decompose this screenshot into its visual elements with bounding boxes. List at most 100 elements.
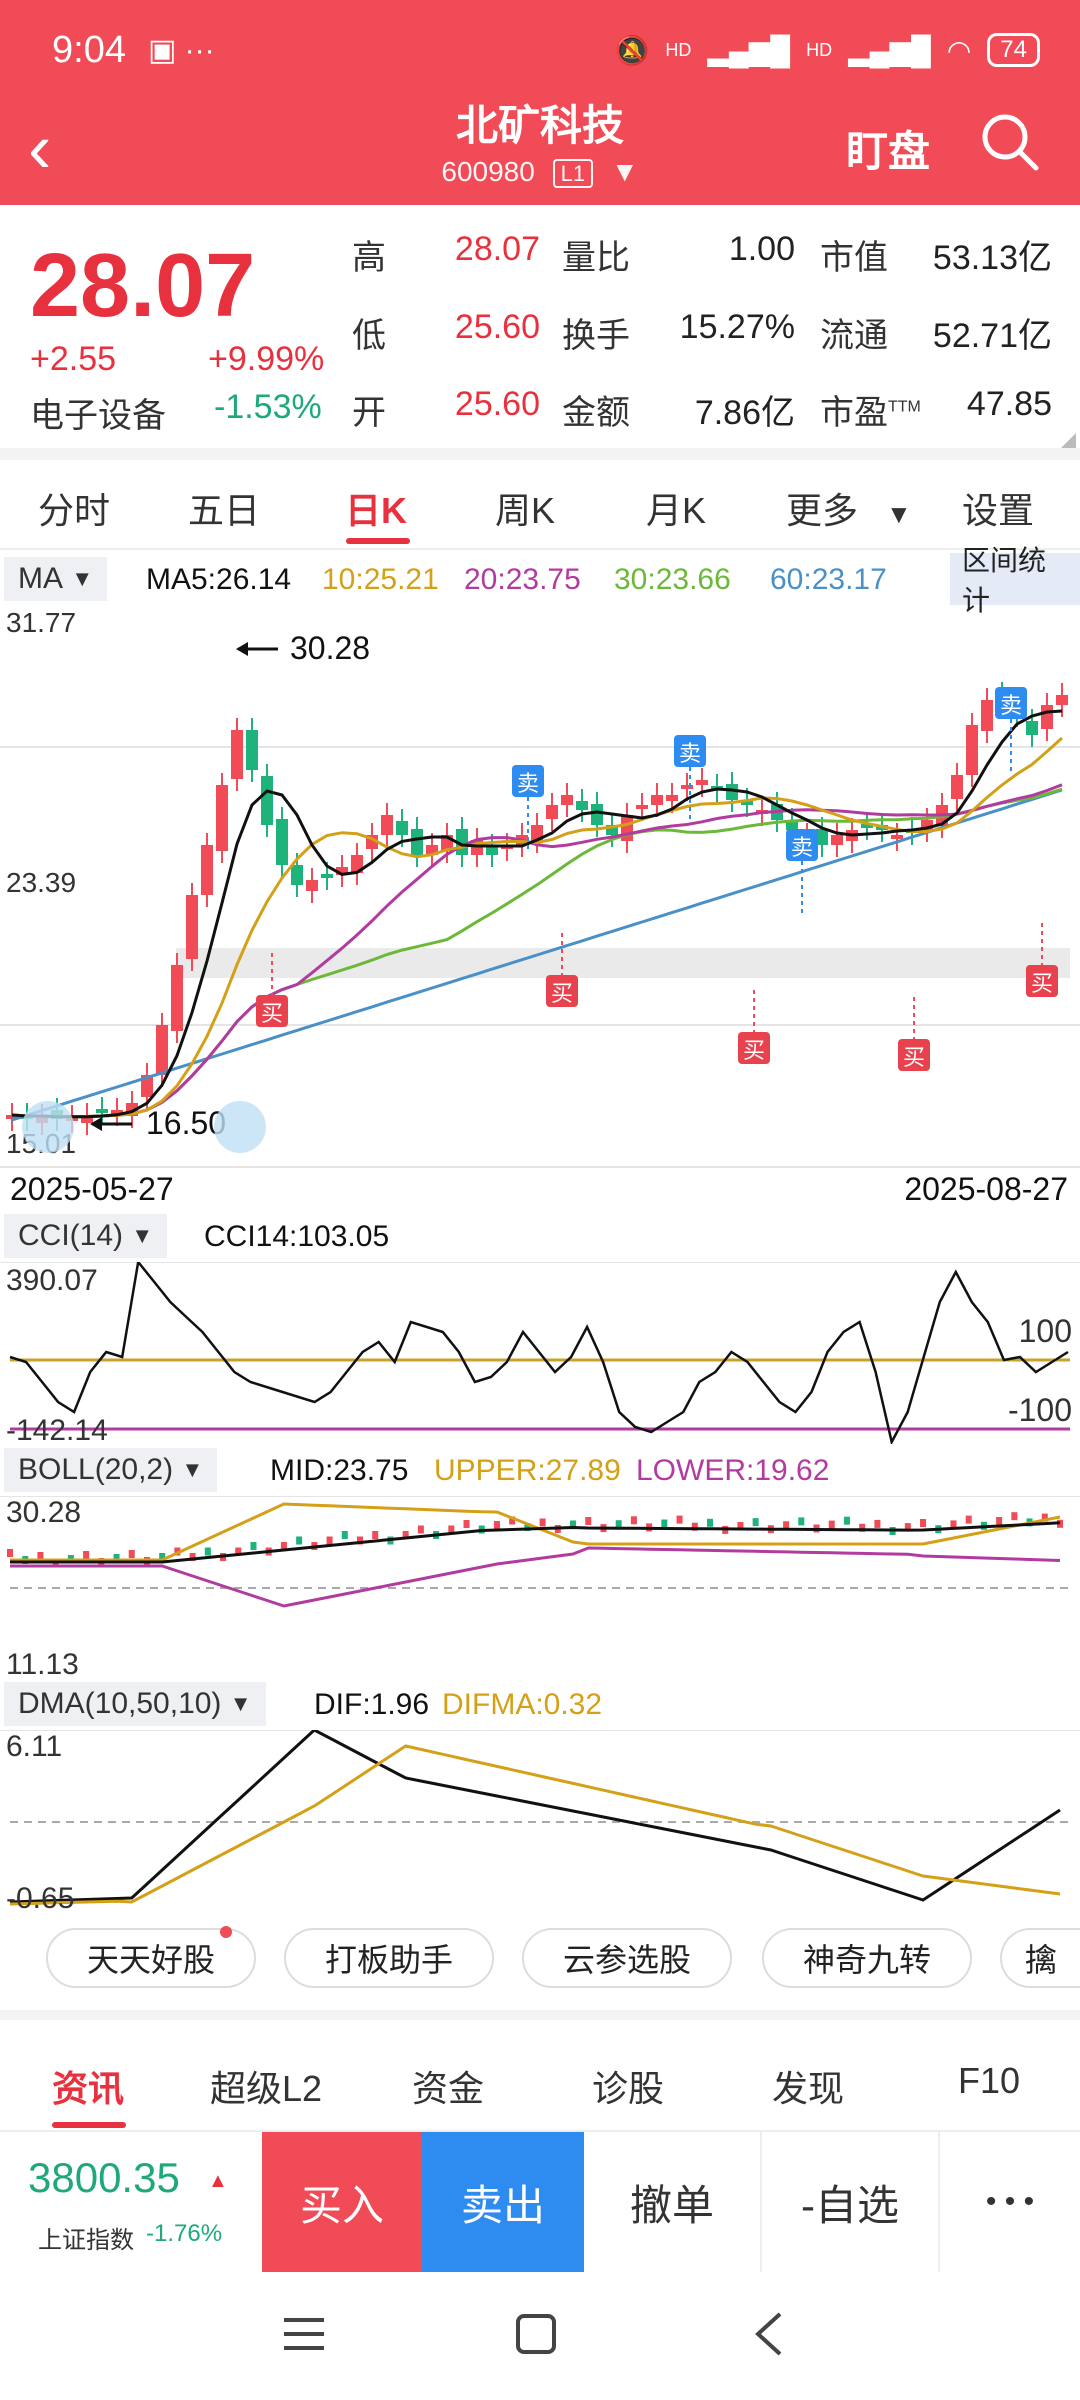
watch-button[interactable]: 盯盘 <box>845 128 930 175</box>
back-nav-icon[interactable] <box>752 2310 786 2358</box>
boll-candle <box>280 1542 287 1550</box>
more-button[interactable]: • • • <box>985 2185 1035 2218</box>
signal-icon: ▂▄▆█ <box>707 34 791 66</box>
cci-chart[interactable]: 390.07 -142.14 100 -100 <box>0 1262 1080 1444</box>
expand-left-icon[interactable] <box>22 1101 74 1153</box>
chevron-down-icon: ▼ <box>131 1223 154 1248</box>
dma-y-top: 6.11 <box>6 1730 62 1763</box>
tab-funds[interactable]: 资金 <box>412 2068 485 2109</box>
boll-candle <box>691 1522 698 1531</box>
buy-signal-label: 买 <box>551 981 573 1006</box>
candle-body <box>201 845 213 895</box>
tool-pill[interactable]: 云参选股 <box>522 1928 732 1988</box>
menu-icon[interactable] <box>282 2314 326 2354</box>
tool-pill[interactable]: 天天好股 <box>46 1928 256 1988</box>
ma5-value: MA5:26.14 <box>146 563 292 596</box>
boll-candle <box>417 1525 424 1534</box>
boll-candle <box>965 1515 972 1524</box>
candle-body <box>171 965 183 1031</box>
collapse-icon[interactable] <box>214 1101 266 1153</box>
boll-chart[interactable]: 30.28 11.13 <box>0 1496 1080 1678</box>
boll-candle <box>950 1520 957 1529</box>
cci-y-bottom: -142.14 <box>6 1414 108 1444</box>
bottom-tabs: 资讯 超级L2 资金 诊股 发现 F10 <box>0 2010 1080 2130</box>
chevron-down-icon: ▼ <box>71 566 94 591</box>
tab-diagnose[interactable]: 诊股 <box>592 2068 665 2109</box>
cci-line <box>9 1262 1069 1444</box>
boll-legend: BOLL(20,2) ▼ MID:23.75 UPPER:27.89 LOWER… <box>0 1444 1080 1496</box>
cci-selector[interactable]: CCI(14) ▼ <box>4 1214 168 1258</box>
zone-stats-button[interactable]: 区间统计 <box>950 545 1080 616</box>
quote-label: 高 <box>352 239 386 277</box>
quote-value: 15.27% <box>679 308 795 346</box>
boll-candle <box>828 1520 835 1529</box>
tab-monthly-k[interactable]: 月K <box>646 490 707 531</box>
candle-body <box>426 845 438 855</box>
search-icon[interactable] <box>978 110 1040 172</box>
cancel-order-button[interactable]: 撤单 <box>584 2132 762 2272</box>
tab-daily-k[interactable]: 日K <box>345 490 407 531</box>
cci-selector-label: CCI(14) <box>18 1219 124 1252</box>
boll-candle <box>357 1536 363 1545</box>
tab-intraday[interactable]: 分时 <box>38 490 111 531</box>
sell-signal <box>674 735 706 767</box>
low-marker-label: 16.50 <box>146 1105 226 1141</box>
tool-pill[interactable]: 神奇九转 <box>762 1928 972 1988</box>
boll-candle <box>1011 1512 1018 1521</box>
home-icon[interactable] <box>514 2312 558 2356</box>
index-pct: -1.76% <box>146 2220 223 2247</box>
boll-candle <box>996 1517 1003 1525</box>
active-tab-indicator <box>52 2122 126 2128</box>
tab-more[interactable]: 更多 ▼ <box>786 482 912 534</box>
back-button[interactable]: ‹ <box>28 109 52 187</box>
buy-signal <box>256 995 288 1027</box>
candle-body <box>291 865 303 885</box>
tab-super-l2[interactable]: 超级L2 <box>210 2068 323 2109</box>
buy-button[interactable]: 买入 <box>262 2132 422 2272</box>
dma-chart[interactable]: 6.11 -0.65 <box>0 1730 1080 1912</box>
quote-label: 市盈TTM <box>820 385 921 434</box>
cci-level-lo: -100 <box>1008 1392 1072 1428</box>
tab-discover[interactable]: 发现 <box>772 2068 845 2109</box>
tool-pill[interactable]: 打板助手 <box>284 1928 494 1988</box>
ma-legend: MA ▼ MA5:26.14 10:25.21 20:23.75 30:23.6… <box>0 545 1080 616</box>
high-marker-label: 30.28 <box>290 630 370 666</box>
tool-pill[interactable]: 擒 <box>1000 1928 1080 1988</box>
stock-code[interactable]: 600980 L1 ▼ <box>0 156 1080 188</box>
dma-difma-value: DIFMA:0.32 <box>442 1688 603 1721</box>
tab-settings[interactable]: 设置 <box>962 490 1035 531</box>
boll-candle <box>539 1518 546 1527</box>
quote-label: 开 <box>352 394 386 432</box>
tab-f10[interactable]: F10 <box>958 2060 1021 2101</box>
sell-signal-label: 卖 <box>679 741 701 766</box>
quote-value: 1.00 <box>728 230 795 268</box>
remove-favorite-button[interactable]: -自选 <box>762 2132 940 2272</box>
candle-body <box>1041 705 1053 729</box>
trade-bar: 3800.35 ▲ 上证指数 -1.76% 买入 卖出 撤单 -自选 • • • <box>0 2130 1080 2272</box>
tab-news[interactable]: 资讯 <box>52 2068 125 2109</box>
candle-body <box>351 855 363 873</box>
expand-corner-icon[interactable] <box>1058 433 1076 451</box>
boll-candle <box>1041 1513 1048 1522</box>
low-marker: 16.50 <box>90 1105 226 1141</box>
candle-body <box>681 785 693 789</box>
tab-weekly-k[interactable]: 周K <box>495 490 556 531</box>
boll-candle <box>615 1520 622 1529</box>
candle-body <box>186 895 198 959</box>
quote-value: 53.13亿 <box>932 239 1052 277</box>
tab-five-day[interactable]: 五日 <box>188 490 261 531</box>
level-badge: L1 <box>552 159 594 188</box>
candle-body <box>696 780 708 785</box>
boll-selector[interactable]: BOLL(20,2) ▼ <box>4 1448 218 1492</box>
dma-selector[interactable]: DMA(10,50,10) ▼ <box>4 1682 266 1726</box>
ma-selector[interactable]: MA ▼ <box>4 557 108 601</box>
notification-icons: ▣ ··· <box>147 33 215 67</box>
cci-y-top: 390.07 <box>6 1264 98 1297</box>
boll-candle <box>874 1519 881 1528</box>
sell-button[interactable]: 卖出 <box>422 2132 584 2272</box>
boll-candle <box>296 1536 303 1545</box>
sector-name[interactable]: 电子设备 <box>30 397 166 435</box>
ma20-value: 20:23.75 <box>464 563 581 596</box>
